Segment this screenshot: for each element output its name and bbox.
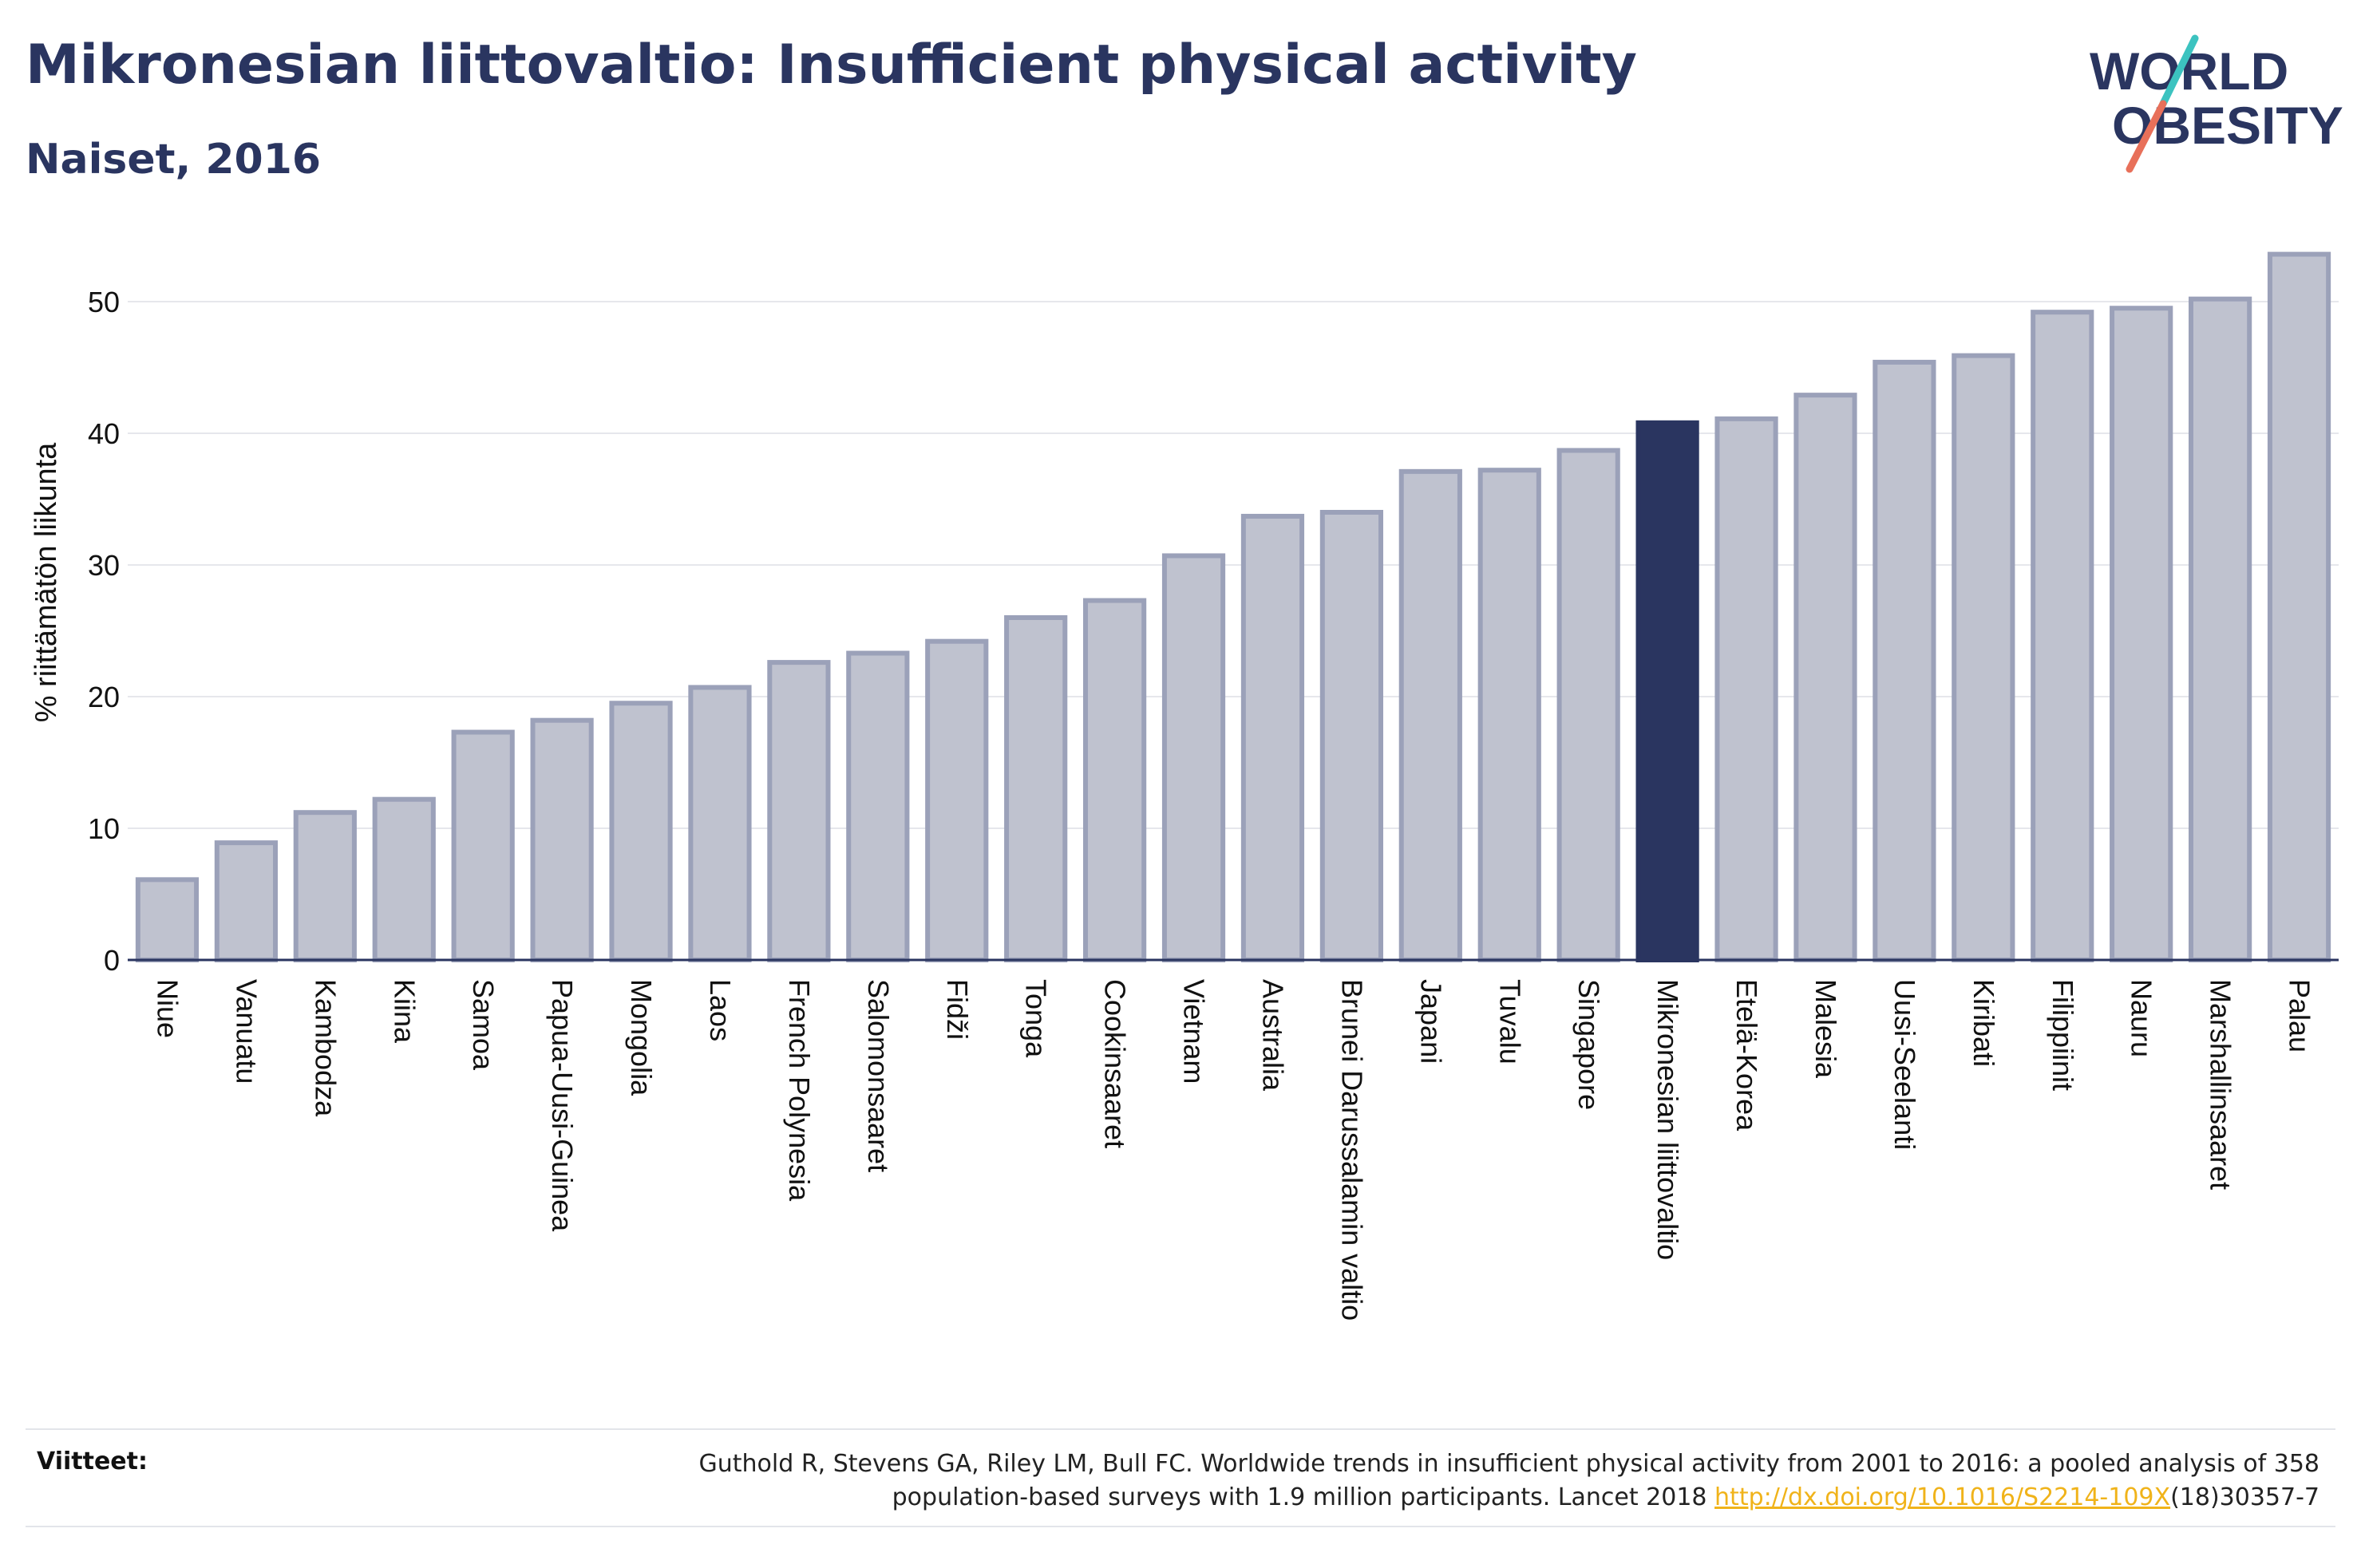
y-tick-label: 0 [104,944,120,977]
chart-title: Mikronesian liittovaltio: Insufficient p… [26,34,1637,97]
logo-slash-top [2159,34,2199,108]
y-tick-label: 20 [88,681,120,713]
bar-highlight [1635,420,1699,962]
bar [1319,510,1383,962]
references-text: Guthold R, Stevens GA, Riley LM, Bull FC… [564,1448,2319,1515]
axis-layer: 0 10 20 30 40 50 Niue Vanuatu Kambodza Kiina Samoa… [88,286,2339,1321]
x-tick-label: Mongolia [625,979,658,1096]
x-tick-label: Fidži [941,979,974,1040]
bar [451,729,515,962]
x-tick-label: Kiribati [1968,979,2000,1067]
x-tick-label: Brunei Darussalamin valtio [1335,979,1368,1321]
x-tick-label: Kambodza [309,979,342,1117]
x-tick-label: Samoa [467,979,500,1071]
bar [293,810,357,963]
bar [1556,448,1620,962]
y-tick-label: 50 [88,286,120,318]
bar [609,701,673,962]
bar-layer [135,251,2331,963]
x-tick-label: Salomonsaaret [862,979,895,1172]
x-tick-label: French Polynesia [783,979,816,1202]
bar [1873,359,1936,962]
x-tick-label: Cookinsaaret [1099,979,1132,1148]
x-tick-label: Malesia [1809,979,1842,1079]
y-tick-label: 40 [88,417,120,450]
world-obesity-logo: WORLD OBESITY [2090,34,2343,173]
reference-line1: Guthold R, Stevens GA, Riley LM, Bull FC… [698,1450,2319,1478]
references-section: Viitteet: Guthold R, Stevens GA, Riley L… [26,1428,2335,1527]
bar [688,685,752,962]
bar [2267,251,2331,963]
y-axis-label: % riittämätön liikunta [30,442,63,722]
bar-chart: 0 10 20 30 40 50 Niue Vanuatu Kambodza Kiina Samoa… [30,251,2339,1321]
y-tick-label: 10 [88,812,120,845]
x-tick-label: Vietnam [1178,979,1211,1084]
reference-line2-pre: population-based surveys with 1.9 millio… [892,1483,1715,1511]
chart-subtitle: Naiset, 2016 [26,136,322,184]
x-tick-label: Australia [1256,979,1289,1092]
x-tick-label: Marshallinsaaret [2205,979,2237,1190]
reference-line2-post: (18)30357-7 [2170,1483,2319,1511]
bar [1793,393,1857,962]
bar [1004,615,1068,962]
x-tick-label: Palau [2284,979,2316,1053]
bar [1952,353,2015,962]
x-tick-label: Filippiinit [2047,979,2079,1091]
bar [1477,468,1541,962]
bar [846,650,910,962]
bar [1240,513,1305,962]
bar [1083,598,1147,962]
bar [214,840,278,963]
bar [372,796,436,963]
y-tick-label: 30 [88,549,120,582]
x-tick-label: Kiina [388,979,421,1044]
bar [1714,416,1778,962]
x-tick-label: Tonga [1020,979,1053,1058]
x-tick-label: Singapore [1572,979,1605,1110]
references-label: Viitteet: [37,1448,148,1475]
x-tick-label: Laos [704,979,737,1041]
bar [2189,296,2252,962]
x-tick-label: Vanuatu [230,979,263,1084]
x-tick-label: Uusi-Seelanti [1888,979,1921,1150]
x-tick-label: Etelä-Korea [1730,979,1763,1132]
bar [2031,310,2094,962]
x-tick-label: Japani [1414,979,1447,1064]
x-tick-label: Mikronesian liittovaltio [1651,979,1684,1260]
x-tick-label: Tuvalu [1493,979,1526,1064]
x-tick-label: Papua-Uusi-Guinea [546,979,579,1232]
bar [767,660,831,962]
x-tick-label: Niue [151,979,184,1038]
bar [1161,553,1226,962]
x-tick-label: Nauru [2126,979,2158,1057]
bar [925,638,989,962]
bar [530,717,594,962]
bar [1398,468,1462,962]
bar [2110,306,2173,962]
logo-slash-bottom [2126,100,2167,173]
reference-doi-link[interactable]: http://dx.doi.org/10.1016/S2214-109X [1714,1483,2171,1511]
bar [135,877,200,962]
